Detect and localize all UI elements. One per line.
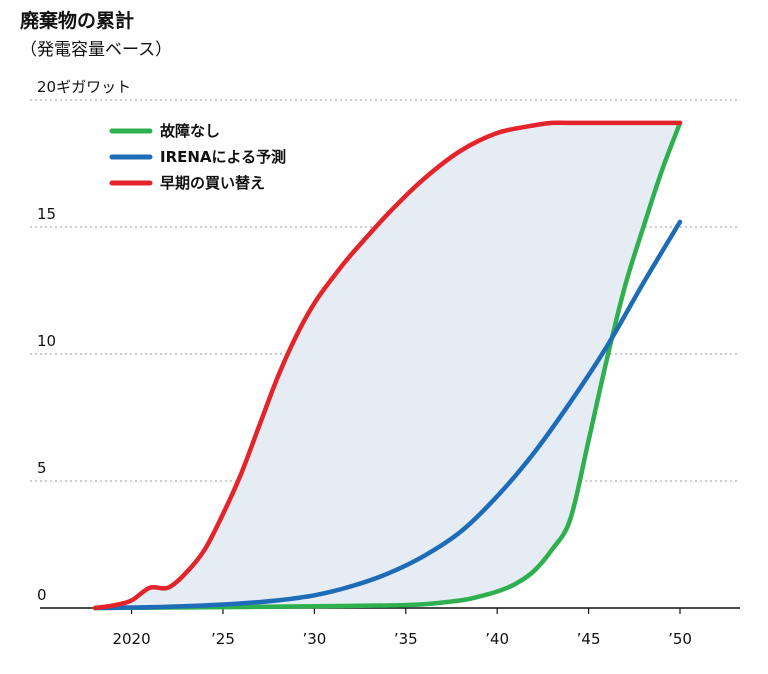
x-tick-label: 2020	[112, 630, 150, 648]
x-tick-label: ’40	[485, 630, 509, 648]
legend-label: 早期の買い替え	[160, 174, 265, 192]
y-tick-label: 20ギガワット	[37, 78, 131, 96]
y-tick-label: 10	[37, 332, 56, 350]
shaded-band	[95, 122, 680, 609]
x-tick-label: ’25	[211, 630, 235, 648]
series-line-1	[92, 120, 683, 611]
legend-label: 故障なし	[160, 122, 220, 140]
shaded-region	[95, 122, 680, 609]
y-tick-label: 0	[37, 586, 47, 604]
x-tick-label: ’35	[394, 630, 418, 648]
x-tick-label: ’50	[668, 630, 692, 648]
axes: 20ギガワット 15 10 5 0 2020 ’25 ’30 ’35 ’40 ’45 ’50	[37, 78, 740, 648]
x-tick-label: ’30	[302, 630, 326, 648]
series-lines	[92, 120, 683, 611]
chart-title: 廃棄物の累計	[20, 10, 135, 32]
legend-label: IRENAによる予測	[160, 148, 286, 166]
x-tick-label: ’45	[577, 630, 601, 648]
series-line-3	[92, 120, 683, 611]
y-tick-label: 5	[37, 459, 47, 477]
chart-subtitle: （発電容量ベース）	[20, 40, 173, 60]
y-tick-label: 15	[37, 205, 56, 223]
series-line-2	[92, 219, 683, 611]
